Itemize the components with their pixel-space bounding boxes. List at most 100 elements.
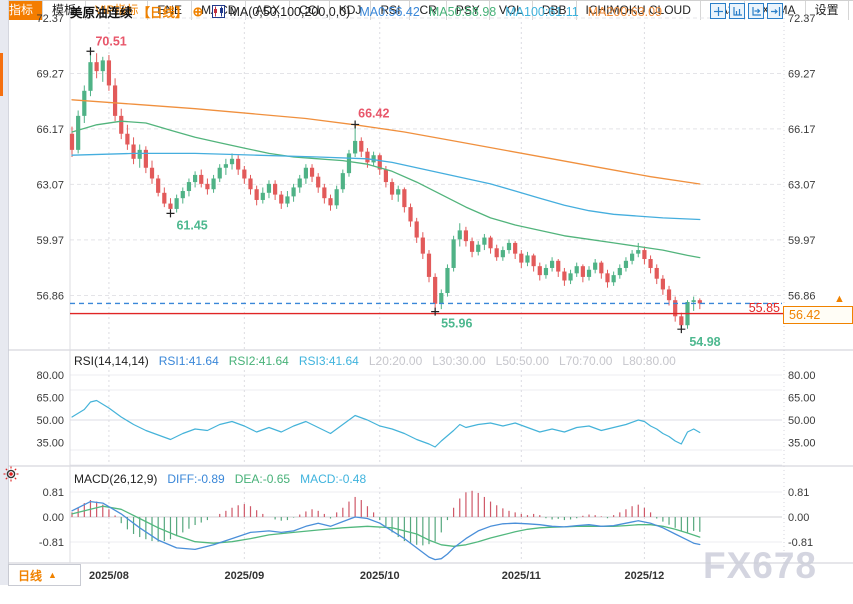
- swing-price-label: 70.51: [95, 34, 126, 48]
- svg-text:0.00: 0.00: [788, 512, 809, 524]
- toolbar-item-adx[interactable]: ADX: [246, 1, 291, 20]
- rsi-level-70: L70:70.00: [559, 353, 613, 368]
- toolbar-item-vip-indicator[interactable]: VIP指标: [86, 1, 149, 20]
- ma200-value: MA200:63.09: [587, 4, 663, 19]
- diff-line: [71, 500, 701, 561]
- timeframe-selector-label: 日线: [18, 568, 43, 583]
- axis-pan-icon[interactable]: [748, 3, 764, 19]
- ma50-value: MA50:58.98: [428, 4, 497, 19]
- drawn-line-price-label: 55.85: [748, 301, 780, 315]
- current-price-tag: 56.42: [783, 306, 853, 324]
- left-sidebar-strip: [0, 0, 9, 585]
- price-lines: [70, 302, 783, 315]
- svg-text:-0.81: -0.81: [788, 537, 813, 549]
- toolbar-item-ichimoku-cloud[interactable]: ICHIMOKU CLOUD: [577, 1, 701, 20]
- ma0-value: MA0:56.42: [359, 4, 420, 19]
- rsi1-value: RSI1:41.64: [158, 353, 219, 368]
- rsi-level-50: L50:50.00: [495, 353, 550, 368]
- chart-tool-icons: [710, 3, 783, 19]
- svg-text:65.00: 65.00: [788, 393, 816, 405]
- panel-separators: [8, 10, 853, 564]
- svg-text:80.00: 80.00: [36, 370, 64, 382]
- toolbar-item-kdj[interactable]: KDJ: [330, 1, 372, 20]
- svg-text:69.27: 69.27: [36, 68, 64, 80]
- svg-text:59.97: 59.97: [36, 235, 64, 247]
- month-label: 2025/08: [89, 570, 129, 582]
- jump-latest-icon[interactable]: [767, 3, 783, 19]
- timeframe-selector[interactable]: 日线 ▲: [8, 564, 81, 586]
- price-grid: 72.37 72.37 69.27 69.27 66.17 66.17 63.07 63.07…: [36, 13, 815, 303]
- svg-text:63.07: 63.07: [36, 179, 64, 191]
- macd-header: MACD(26,12,9) DIFF:-0.89 DEA:-0.65 MACD:…: [74, 471, 366, 486]
- watermark: FX678: [703, 545, 818, 586]
- svg-text:59.97: 59.97: [788, 235, 816, 247]
- macd-grid: 0.81 0.81 0.00 0.00 -0.81 -0.81: [39, 487, 813, 549]
- rsi3-value: RSI3:41.64: [298, 353, 359, 368]
- svg-text:0.81: 0.81: [788, 487, 809, 499]
- crosshair-icon[interactable]: [710, 3, 726, 19]
- hot-marker-icon[interactable]: [3, 466, 19, 482]
- svg-text:72.37: 72.37: [788, 13, 816, 25]
- sidebar-scroll-indicator: [0, 53, 3, 96]
- toolbar-item-rsi[interactable]: RSI: [371, 1, 411, 20]
- svg-text:72.37: 72.37: [36, 13, 64, 25]
- chart-header: 美原油连续 【日线】 ⊕ MA(0,50,100,200,0,0) MA0:56…: [70, 3, 663, 21]
- rsi-grid: 80.00 80.00 65.00 65.00 50.00 50.00 35.00 35.00: [36, 370, 816, 466]
- toolbar-item-cr[interactable]: CR: [410, 1, 447, 20]
- rsi2-value: RSI2:41.64: [228, 353, 289, 368]
- toolbar-item-indicator[interactable]: 指标: [0, 1, 44, 20]
- svg-text:56.86: 56.86: [36, 291, 64, 303]
- swing-price-label: 61.45: [176, 218, 207, 232]
- svg-text:-0.81: -0.81: [39, 537, 64, 549]
- toolbar-item-settings[interactable]: 设置: [806, 1, 849, 20]
- rsi-title: RSI(14,14,14): [74, 353, 149, 368]
- diff-value: DIFF:-0.89: [167, 471, 225, 486]
- toolbar-item-ene[interactable]: ENE: [148, 1, 193, 20]
- ma50-line: [71, 120, 701, 259]
- rsi-level-30: L30:30.00: [432, 353, 486, 368]
- ma200-line: [71, 99, 701, 185]
- toolbar-item-cci[interactable]: CCI: [290, 1, 330, 20]
- swing-price-label: 55.96: [441, 317, 472, 331]
- candlestick-icon: [212, 5, 226, 18]
- toolbar-item-vol[interactable]: VOL: [490, 1, 533, 20]
- timeframe-label: 【日线】: [137, 6, 188, 20]
- rsi-level-20: L20:20.00: [368, 353, 423, 368]
- swing-price-label: 54.98: [689, 335, 720, 349]
- ma100-line: [71, 152, 701, 221]
- x-axis: 2025/08 2025/09 2025/10 2025/11 2025/12: [89, 22, 664, 582]
- dea-line: [71, 505, 701, 547]
- svg-text:69.27: 69.27: [788, 68, 816, 80]
- svg-text:66.17: 66.17: [36, 124, 64, 136]
- axis-scale-icon[interactable]: [729, 3, 745, 19]
- month-label: 2025/12: [625, 570, 665, 582]
- macd-histogram: [71, 490, 701, 546]
- rsi-header: RSI(14,14,14) RSI1:41.64 RSI2:41.64 RSI3…: [74, 353, 676, 368]
- svg-text:65.00: 65.00: [36, 393, 64, 405]
- month-label: 2025/09: [224, 570, 264, 582]
- triangle-up-icon: ▲: [48, 570, 57, 580]
- ma100-value: MA100:61.11: [505, 4, 579, 19]
- dea-value: DEA:-0.65: [234, 471, 291, 486]
- svg-text:80.00: 80.00: [788, 370, 816, 382]
- candles: [69, 51, 702, 330]
- svg-text:66.17: 66.17: [788, 124, 816, 136]
- macd-title: MACD(26,12,9): [74, 471, 158, 486]
- macd-value: MACD:-0.48: [300, 471, 367, 486]
- rsi-level-80: L80:80.00: [622, 353, 676, 368]
- svg-text:35.00: 35.00: [36, 438, 64, 450]
- annotations: 70.51 61.45 66.42 55.96 54.98: [86, 34, 721, 349]
- svg-text:0.81: 0.81: [43, 487, 64, 499]
- month-label: 2025/11: [502, 570, 541, 582]
- svg-text:0.00: 0.00: [43, 512, 64, 524]
- ma-params: MA(0,50,100,200,0,0): [229, 4, 351, 19]
- add-indicator-icon[interactable]: ⊕: [192, 3, 204, 19]
- month-label: 2025/10: [360, 570, 400, 582]
- svg-text:56.86: 56.86: [788, 291, 816, 303]
- rsi-line: [71, 399, 701, 448]
- toolbar-item-psy[interactable]: PSY: [447, 1, 490, 20]
- symbol-name: 美原油连续: [70, 6, 133, 20]
- toolbar-item-dbb[interactable]: DBB: [533, 1, 577, 20]
